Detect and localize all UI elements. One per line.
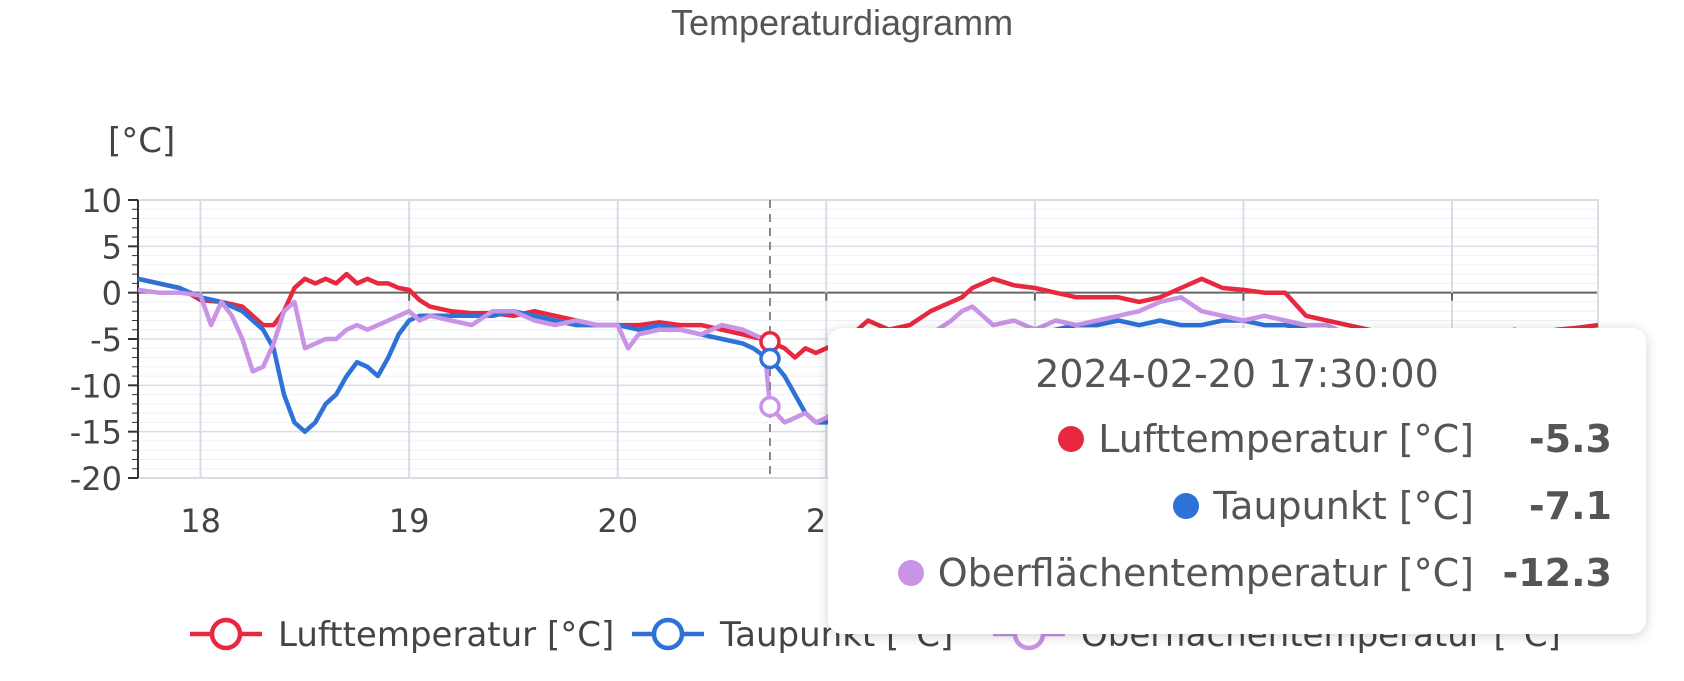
tooltip-row-lufttemperatur: Lufttemperatur [°C] -5.3 <box>1058 414 1612 464</box>
taupunkt-dot-icon <box>1173 493 1200 519</box>
legend-circle-icon <box>209 617 243 651</box>
chart-tooltip: 2024-02-20 17:30:00 Lufttemperatur [°C] … <box>828 328 1646 634</box>
legend-circle-icon <box>651 617 685 651</box>
legend-label: Lufttemperatur [°C] <box>278 615 614 655</box>
oberflaechentemperatur-dot-icon <box>897 560 924 586</box>
y-tick-label: 0 <box>102 275 122 313</box>
y-tick-label: -20 <box>70 460 122 498</box>
y-tick-label: -15 <box>70 414 122 452</box>
tooltip-timestamp: 2024-02-20 17:30:00 <box>1035 352 1439 396</box>
y-tick-label: -5 <box>90 321 122 359</box>
y-axis-label: [°C] <box>108 121 175 161</box>
tooltip-label: Oberflächentemperatur [°C] <box>937 551 1474 595</box>
lufttemperatur-dot-icon <box>1058 426 1085 452</box>
x-tick-label: 18 <box>180 502 221 540</box>
x-tick-label: 19 <box>389 502 430 540</box>
tooltip-row-oberflaechentemperatur: Oberflächentemperatur [°C] -12.3 <box>897 548 1612 598</box>
y-tick-label: 5 <box>102 228 122 266</box>
legend-item-0[interactable]: Lufttemperatur [°C] <box>190 615 614 655</box>
x-tick-label: 20 <box>597 502 638 540</box>
hover-markers <box>759 200 781 478</box>
y-tick-label: -10 <box>70 367 122 405</box>
series-line-0[interactable] <box>137 271 1599 360</box>
tooltip-value: -5.3 <box>1528 417 1612 461</box>
tooltip-value: -7.1 <box>1528 484 1612 528</box>
tooltip-label: Lufttemperatur [°C] <box>1098 417 1474 461</box>
hover-point-2 <box>759 395 781 418</box>
tooltip-label: Taupunkt [°C] <box>1213 484 1474 528</box>
y-tick-label: 10 <box>81 182 122 220</box>
tooltip-row-taupunkt: Taupunkt [°C] -7.1 <box>1173 481 1612 531</box>
chart-title: Temperaturdiagramm <box>670 2 1014 43</box>
hover-point-1 <box>759 347 781 370</box>
tooltip-value: -12.3 <box>1502 551 1612 595</box>
series-line-2[interactable] <box>137 287 1598 425</box>
